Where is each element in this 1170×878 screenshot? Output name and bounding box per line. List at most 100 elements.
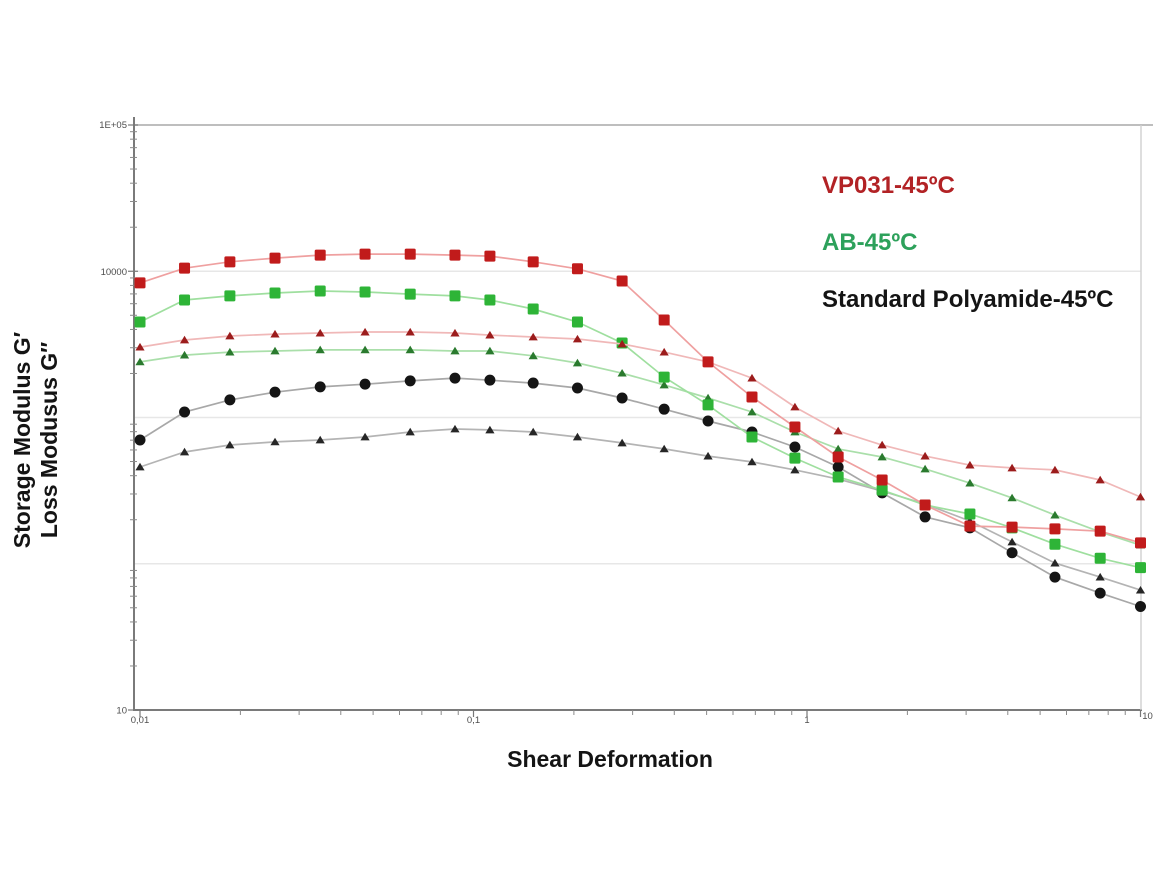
marker <box>876 474 888 486</box>
y-tick-label: 10 <box>116 706 127 717</box>
y-axis-label: Storage Modulus G′ Loss Modusus G″ <box>9 279 63 601</box>
legend-entry-0: VP031-45ºC <box>822 172 955 199</box>
marker <box>225 347 235 356</box>
marker <box>920 451 930 460</box>
marker <box>658 403 670 415</box>
marker <box>832 471 844 483</box>
marker <box>658 314 670 326</box>
marker <box>833 426 843 435</box>
marker <box>270 346 280 355</box>
legend: VP031-45ºC AB-45ºC Standard Polyamide-45ºC <box>822 173 1114 344</box>
x-axis-label: Shear Deformation <box>507 746 713 772</box>
series-line <box>139 428 1141 591</box>
marker <box>527 377 539 389</box>
marker <box>1049 523 1061 535</box>
marker <box>527 256 539 268</box>
marker <box>1135 585 1146 594</box>
marker <box>134 277 146 289</box>
marker <box>360 345 370 354</box>
marker <box>703 451 713 460</box>
marker <box>528 351 538 360</box>
marker <box>527 303 539 315</box>
marker <box>1095 475 1105 484</box>
tick-labels: 1E+05 10000 10 0,01 0,1 1 10 <box>99 120 1153 726</box>
marker <box>270 329 280 338</box>
marker <box>572 358 583 367</box>
marker <box>179 447 190 456</box>
marker <box>314 381 326 393</box>
marker <box>572 334 583 343</box>
marker <box>135 342 145 351</box>
marker <box>1049 571 1061 583</box>
series-line <box>139 349 1141 547</box>
y-tick-label: 10000 <box>101 267 127 278</box>
marker <box>449 249 461 261</box>
marker <box>315 345 325 354</box>
series-line <box>139 377 1141 608</box>
marker <box>224 256 236 268</box>
marker <box>485 346 495 355</box>
marker <box>360 432 370 441</box>
series-line <box>139 331 1141 498</box>
marker <box>617 438 627 447</box>
marker <box>134 434 146 446</box>
gridlines <box>134 124 1153 565</box>
marker <box>790 465 800 474</box>
marker <box>1049 538 1061 550</box>
series-standard-polyamide-45-c-g- <box>135 424 1146 594</box>
marker <box>315 328 325 337</box>
series-line <box>139 290 1141 569</box>
marker <box>405 327 415 336</box>
marker <box>789 452 801 464</box>
marker <box>450 328 460 337</box>
marker <box>747 407 757 416</box>
series-ab-45-c-g- <box>135 345 1146 549</box>
marker <box>485 425 495 434</box>
marker <box>1094 552 1106 564</box>
marker <box>404 248 416 260</box>
axis-ticks <box>128 124 1142 717</box>
marker <box>571 382 583 394</box>
marker <box>964 508 976 520</box>
marker <box>1135 601 1146 613</box>
marker <box>528 332 538 341</box>
marker <box>746 391 758 403</box>
marker <box>359 286 371 298</box>
marker <box>269 386 281 398</box>
marker <box>314 249 326 261</box>
marker <box>484 294 496 306</box>
legend-entry-2: Standard Polyamide-45ºC <box>822 286 1114 313</box>
marker <box>617 339 627 348</box>
marker <box>1006 521 1018 533</box>
marker <box>225 331 235 340</box>
marker <box>965 478 975 487</box>
marker <box>658 371 670 383</box>
marker <box>572 432 583 441</box>
marker <box>269 252 281 264</box>
marker <box>702 356 714 368</box>
marker <box>616 392 628 404</box>
marker <box>571 316 583 328</box>
series-vp031-45-c-g- <box>135 327 1146 501</box>
marker <box>449 372 461 384</box>
marker <box>1095 572 1105 581</box>
series-ab-45-c-g- <box>134 285 1146 574</box>
marker <box>747 373 757 382</box>
marker <box>179 406 191 418</box>
marker <box>1050 465 1060 474</box>
marker <box>1050 510 1060 519</box>
marker <box>224 394 236 406</box>
marker <box>1135 537 1146 549</box>
marker <box>746 431 758 443</box>
series-vp031-45-c-g- <box>134 248 1146 549</box>
marker <box>617 368 627 377</box>
marker <box>135 357 145 366</box>
marker <box>269 287 281 299</box>
marker <box>1050 558 1060 567</box>
marker <box>1135 562 1146 574</box>
marker <box>359 378 371 390</box>
marker <box>404 375 416 387</box>
y-axis-label-line1: Storage Modulus G′ <box>9 331 35 549</box>
marker <box>270 437 280 446</box>
marker <box>964 520 976 532</box>
